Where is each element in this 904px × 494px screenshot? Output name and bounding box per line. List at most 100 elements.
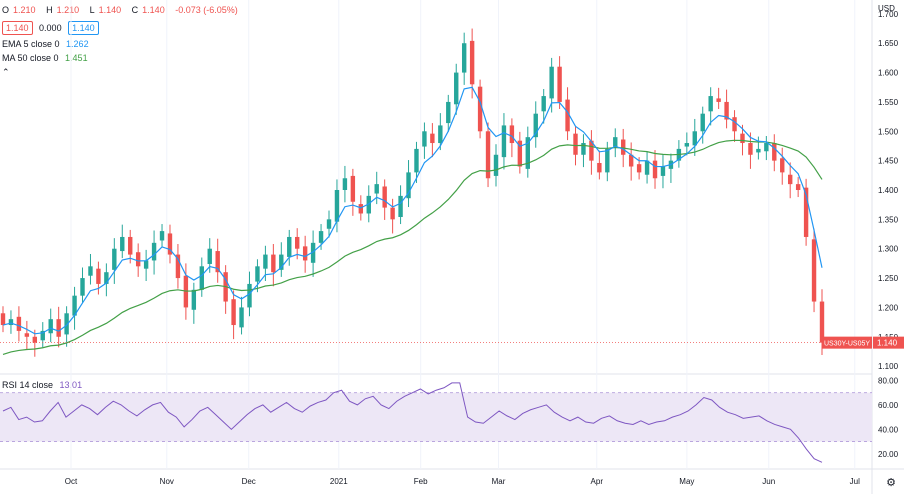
candle-body	[128, 236, 133, 255]
ema-legend[interactable]: EMA 5 close 0 1.262	[2, 38, 93, 50]
candle-body	[787, 174, 793, 185]
candle-body	[279, 254, 284, 270]
ohlc-close: C 1.140	[131, 5, 165, 15]
ohlc-low: L 1.140	[89, 5, 122, 15]
ma-legend[interactable]: MA 50 close 0 1.451	[2, 52, 92, 64]
candle-body	[700, 113, 705, 132]
candle-body	[16, 316, 22, 331]
candle-body	[199, 266, 204, 290]
candle-body	[64, 313, 69, 335]
candle-body	[56, 319, 61, 337]
candle-body	[96, 268, 101, 284]
time-tick-label: Jun	[762, 477, 775, 486]
rsi-band	[0, 392, 872, 442]
spread-value: 0.000	[39, 23, 62, 33]
candle-body	[342, 178, 348, 190]
price-tick-label: 1.400	[878, 186, 899, 195]
candle-body	[318, 231, 324, 243]
candle-body	[382, 186, 387, 208]
candle-body	[32, 336, 38, 343]
gear-icon[interactable]: ⚙	[886, 477, 896, 489]
rsi-label: RSI 14 close	[2, 380, 54, 390]
candle-body	[772, 143, 777, 161]
candle-body	[454, 72, 459, 105]
candle-body	[430, 133, 435, 144]
ema-line	[2, 86, 823, 335]
candle-body	[533, 113, 538, 138]
candle-body	[644, 160, 650, 175]
price-tick-label: 1.700	[878, 10, 899, 19]
rsi-line	[2, 382, 823, 463]
candle-body	[493, 154, 499, 176]
bid-ask-row: 1.140 0.000 1.140	[2, 21, 103, 35]
candle-body	[310, 242, 316, 263]
candle-body	[652, 160, 658, 179]
price-tick-label: 1.100	[878, 362, 899, 371]
candle-body	[517, 140, 523, 167]
bid-button[interactable]: 1.140	[2, 21, 33, 35]
symbol-tag	[822, 336, 872, 349]
symbol-tag-label: US30Y-US05Y	[824, 341, 870, 348]
candle-body	[175, 254, 181, 279]
candle-body	[573, 133, 578, 155]
rsi-tick-label: 20.00	[878, 450, 899, 459]
candle-body	[390, 207, 395, 220]
ohlc-change: -0.073 (-6.05%)	[175, 5, 238, 15]
candle-body	[732, 117, 737, 132]
candle-body	[477, 86, 483, 132]
chevron-up-icon[interactable]: ⌃	[2, 67, 10, 77]
candle-body	[589, 140, 594, 161]
time-tick-label: Apr	[591, 477, 604, 486]
candle-body	[811, 239, 817, 302]
candle-body	[0, 313, 6, 326]
candle-body	[48, 319, 53, 334]
time-tick-label: 2021	[330, 477, 348, 486]
candle-body	[446, 101, 451, 124]
candle-body	[764, 143, 769, 152]
time-tick-label: Nov	[160, 477, 174, 486]
time-tick-label: Jul	[850, 477, 860, 486]
candle-body	[636, 164, 642, 173]
candle-body	[207, 248, 212, 264]
candle-body	[438, 125, 443, 144]
candle-body	[24, 333, 30, 337]
ma-line	[2, 139, 823, 355]
candle-body	[748, 143, 753, 155]
candle-body	[819, 301, 825, 343]
candle-body	[231, 299, 236, 326]
candle-body	[215, 251, 220, 273]
candle-body	[469, 40, 475, 85]
candle-body	[780, 158, 785, 173]
candle-body	[716, 98, 721, 102]
candle-body	[613, 137, 618, 147]
time-tick-label: Feb	[414, 477, 428, 486]
candle-body	[247, 283, 252, 308]
time-tick-label: Dec	[242, 477, 256, 486]
candle-body	[366, 195, 371, 214]
candle-body	[104, 272, 109, 284]
candle-body	[581, 143, 586, 155]
candle-body	[795, 184, 801, 190]
candle-body	[112, 248, 117, 270]
candle-body	[692, 131, 697, 146]
candle-body	[605, 148, 610, 173]
candle-body	[143, 260, 149, 269]
candle-body	[803, 187, 809, 237]
candle-body	[485, 131, 491, 179]
price-tick-label: 1.200	[878, 303, 899, 312]
candle-body	[40, 330, 45, 341]
rsi-tick-label: 80.00	[878, 376, 899, 385]
candle-body	[255, 266, 260, 282]
candle-body	[708, 96, 713, 112]
ema-value: 1.262	[66, 39, 89, 49]
candle-body	[684, 143, 690, 147]
ask-button[interactable]: 1.140	[68, 21, 99, 35]
candle-body	[151, 242, 157, 261]
price-tick-label: 1.550	[878, 98, 899, 107]
ema-label: EMA 5 close 0	[2, 39, 60, 49]
candle-body	[541, 96, 546, 112]
candle-body	[724, 101, 729, 120]
candle-body	[295, 236, 300, 249]
candle-body	[263, 254, 268, 269]
